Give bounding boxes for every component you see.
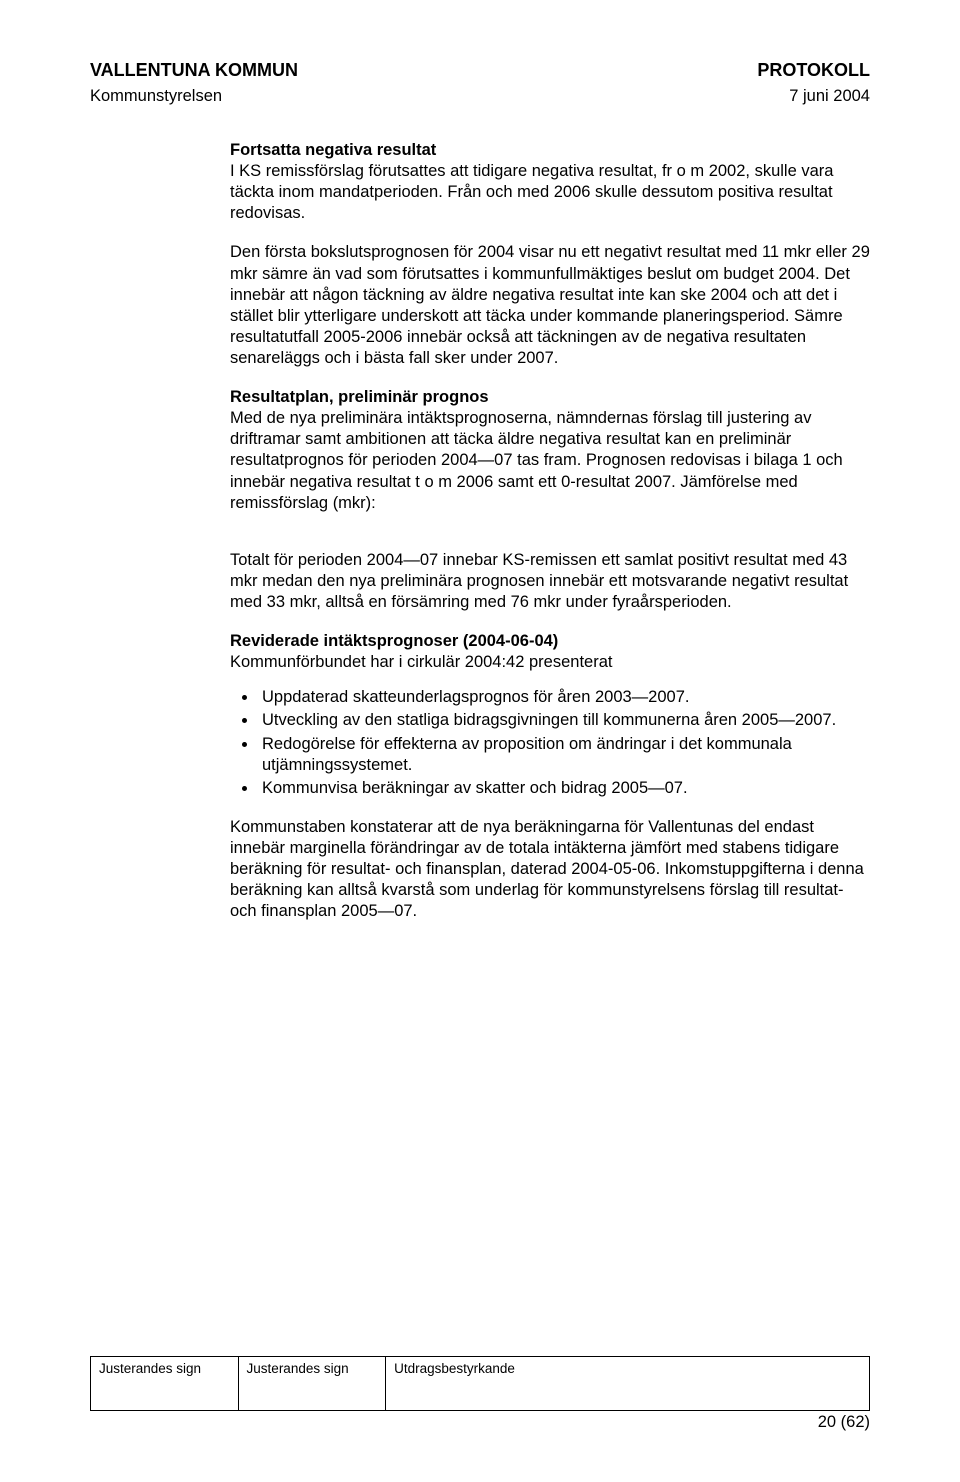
subheader-left: Kommunstyrelsen: [90, 87, 222, 106]
footer-cell-sign-1: Justerandes sign: [91, 1357, 239, 1411]
section-1: Fortsatta negativa resultat I KS remissf…: [230, 140, 870, 224]
section-1-p1: I KS remissförslag förutsattes att tidig…: [230, 162, 833, 222]
section-4-title: Reviderade intäktsprognoser (2004-06-04): [230, 632, 558, 650]
header-row: VALLENTUNA KOMMUN PROTOKOLL: [90, 60, 870, 81]
section-4: Reviderade intäktsprognoser (2004-06-04)…: [230, 631, 870, 673]
footer-table: Justerandes sign Justerandes sign Utdrag…: [90, 1356, 870, 1411]
section-4-p1: Kommunförbundet har i cirkulär 2004:42 p…: [230, 653, 612, 671]
bullet-list: Uppdaterad skatteunderlagsprognos för år…: [258, 687, 870, 799]
footer-cell-excerpt: Utdragsbestyrkande: [386, 1357, 870, 1411]
section-1-title: Fortsatta negativa resultat: [230, 141, 436, 159]
subheader-right: 7 juni 2004: [789, 87, 870, 106]
section-3-p1: Totalt för perioden 2004—07 innebar KS-r…: [230, 550, 870, 613]
section-2-p1: Med de nya preliminära intäktsprognosern…: [230, 409, 843, 511]
section-2-title: Resultatplan, preliminär prognos: [230, 388, 489, 406]
page-number: 20 (62): [90, 1413, 870, 1432]
footer-cell-sign-2: Justerandes sign: [238, 1357, 386, 1411]
list-item: Utveckling av den statliga bidragsgivnin…: [258, 710, 870, 731]
header-right: PROTOKOLL: [757, 60, 870, 81]
section-1-p2: Den första bokslutsprognosen för 2004 vi…: [230, 242, 870, 369]
list-item: Kommunvisa beräkningar av skatter och bi…: [258, 778, 870, 799]
section-2: Resultatplan, preliminär prognos Med de …: [230, 387, 870, 514]
subheader-row: Kommunstyrelsen 7 juni 2004: [90, 87, 870, 106]
footer: Justerandes sign Justerandes sign Utdrag…: [90, 1356, 870, 1432]
content: Fortsatta negativa resultat I KS remissf…: [230, 140, 870, 922]
list-item: Redogörelse för effekterna av propositio…: [258, 734, 870, 776]
list-item: Uppdaterad skatteunderlagsprognos för år…: [258, 687, 870, 708]
header-left: VALLENTUNA KOMMUN: [90, 60, 298, 81]
page: VALLENTUNA KOMMUN PROTOKOLL Kommunstyrel…: [0, 0, 960, 1482]
section-4-p2: Kommunstaben konstaterar att de nya berä…: [230, 817, 870, 923]
